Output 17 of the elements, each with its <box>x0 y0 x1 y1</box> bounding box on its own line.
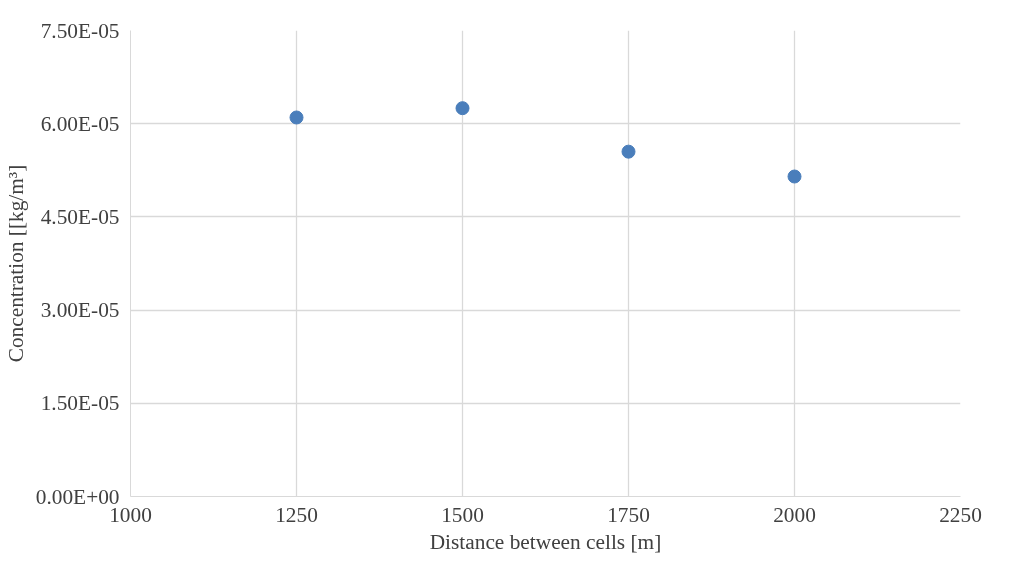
x-tick-label: 1750 <box>607 502 650 527</box>
x-tick-label: 1250 <box>275 502 318 527</box>
x-tick-label: 2250 <box>939 502 982 527</box>
point <box>289 110 304 125</box>
x-tick-label: 1500 <box>441 502 484 527</box>
x-axis-title: Distance between cells [m] <box>429 529 662 554</box>
y-tick-label: 6.00E-05 <box>40 111 120 136</box>
point <box>621 144 636 159</box>
point <box>455 101 470 116</box>
y-tick-label: 1.50E-05 <box>40 391 120 416</box>
y-axis-title: Concentration [[kg/m³] <box>3 164 28 363</box>
y-tick-label: 7.50E-05 <box>40 18 120 43</box>
y-tick-label: 3.00E-05 <box>40 298 120 323</box>
point <box>787 169 802 184</box>
y-tick-label: 4.50E-05 <box>40 204 120 229</box>
x-tick-label: 2000 <box>773 502 816 527</box>
y-tick-label: 0.00E+00 <box>35 484 120 509</box>
